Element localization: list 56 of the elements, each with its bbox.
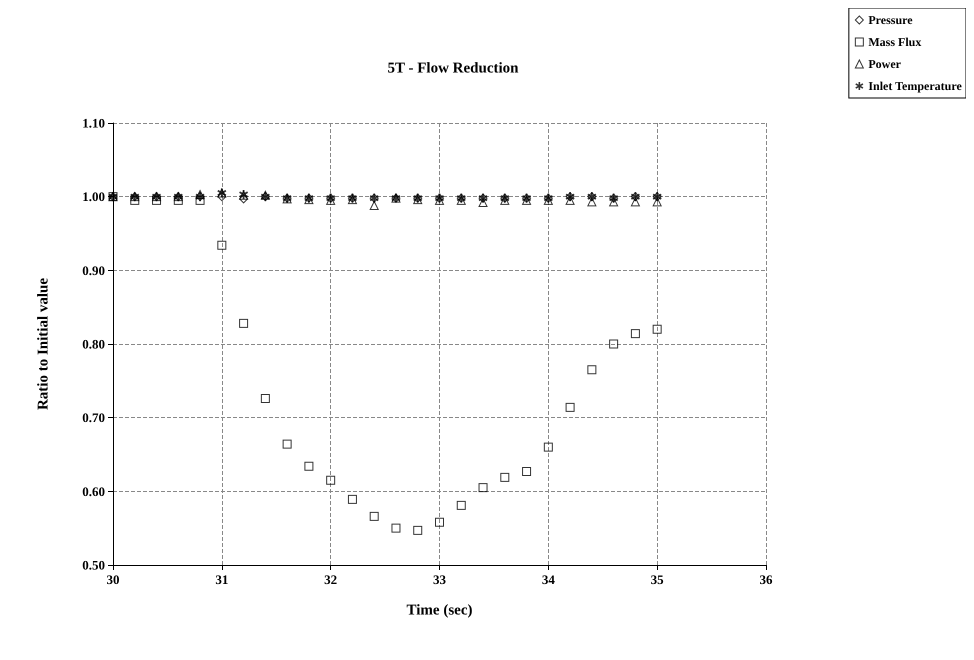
x-tick-label: 35 <box>650 572 664 587</box>
legend-label: Mass Flux <box>868 35 922 49</box>
point <box>630 197 640 206</box>
y-axis-title: Ratio to Initial value <box>36 278 52 410</box>
x-tick-label: 34 <box>542 572 556 587</box>
y-tick-label: 0.80 <box>82 336 105 352</box>
point <box>413 526 422 535</box>
point <box>478 483 488 492</box>
y-tick-label: 0.70 <box>82 410 105 426</box>
x-tick-label: 36 <box>760 572 773 587</box>
y-tick-label: 0.60 <box>82 484 105 499</box>
point <box>196 196 205 205</box>
point <box>326 476 336 485</box>
point <box>630 329 640 338</box>
legend-label: Power <box>868 57 902 71</box>
point <box>391 524 400 533</box>
point <box>217 192 226 202</box>
point <box>544 442 553 452</box>
legend-label: Pressure <box>868 13 914 27</box>
y-tick-label: 0.50 <box>82 558 105 572</box>
point <box>196 190 205 199</box>
x-axis-title: Time (sec) <box>406 602 472 618</box>
x-tick-label: 32 <box>324 572 338 587</box>
point <box>609 340 618 348</box>
point <box>217 240 226 250</box>
point <box>609 197 618 206</box>
point <box>500 472 510 482</box>
point <box>282 440 292 449</box>
legend-label: Inlet Temperature <box>868 79 962 93</box>
x-tick-label: 31 <box>215 572 228 587</box>
point <box>456 500 466 510</box>
point <box>239 318 248 328</box>
point <box>370 201 379 210</box>
y-tick-label: 0.90 <box>82 262 105 278</box>
point <box>522 466 532 476</box>
point <box>652 324 662 334</box>
point <box>304 462 314 471</box>
point <box>130 196 140 205</box>
x-tick-label: 33 <box>433 572 446 587</box>
point <box>152 196 162 205</box>
point <box>587 197 596 206</box>
point <box>435 518 444 527</box>
point <box>587 365 596 374</box>
point <box>478 198 488 208</box>
y-tick-label: 1.00 <box>82 189 105 204</box>
y-tick-label: 1.10 <box>82 116 105 130</box>
chart-title: 5T - Flow Reduction <box>388 60 520 76</box>
x-tick-label: 30 <box>106 572 120 587</box>
point <box>260 394 270 404</box>
point <box>174 196 183 205</box>
point <box>370 512 379 521</box>
point <box>652 197 662 206</box>
point <box>239 194 248 204</box>
point <box>348 494 357 504</box>
point <box>566 196 575 205</box>
point <box>566 402 575 412</box>
